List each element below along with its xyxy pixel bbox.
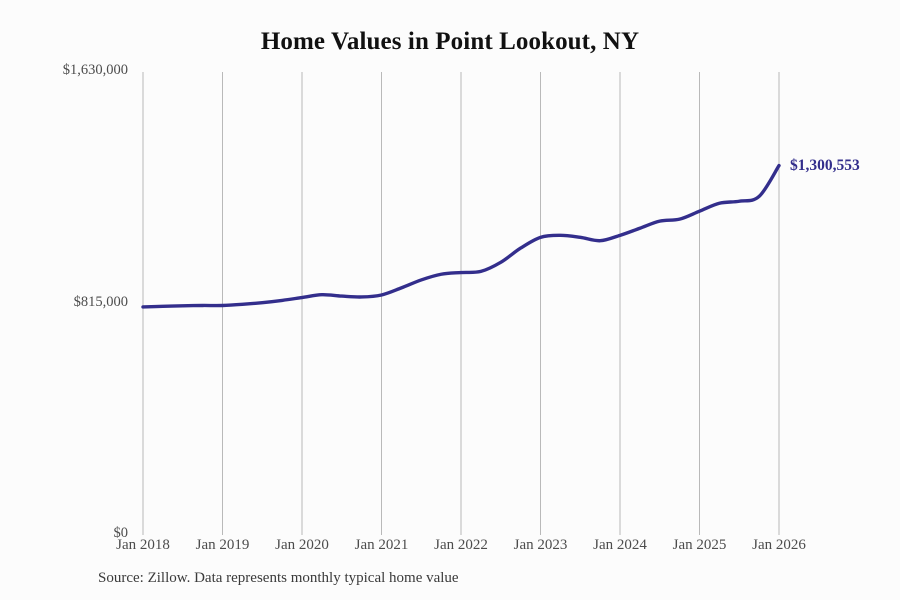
x-axis-tick-label: Jan 2018 bbox=[116, 537, 170, 553]
y-axis-tick-label: $0 bbox=[113, 525, 129, 541]
end-value-annotation: $1,300,553 bbox=[790, 156, 860, 174]
x-axis-tick-label: Jan 2026 bbox=[752, 537, 806, 553]
x-axis-tick-label: Jan 2025 bbox=[672, 537, 727, 553]
data-series-line bbox=[141, 163, 781, 309]
x-axis-tick-label: Jan 2020 bbox=[275, 537, 329, 553]
x-axis-tick-label: Jan 2024 bbox=[593, 537, 647, 553]
source-note: Source: Zillow. Data represents monthly … bbox=[98, 570, 459, 586]
chart-title: Home Values in Point Lookout, NY bbox=[260, 28, 640, 55]
x-axis-tick-label: Jan 2019 bbox=[195, 537, 250, 553]
x-axis-tick-label: Jan 2023 bbox=[513, 537, 568, 553]
gridlines-group bbox=[142, 72, 780, 535]
x-axis-tick-label: Jan 2022 bbox=[434, 537, 488, 553]
x-axis-tick-label: Jan 2021 bbox=[354, 537, 409, 553]
y-axis-tick-label: $815,000 bbox=[73, 293, 128, 310]
y-axis-tick-label: $1,630,000 bbox=[62, 62, 128, 78]
